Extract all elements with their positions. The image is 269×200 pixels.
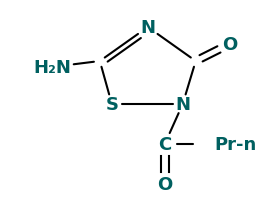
Text: C: C [158, 135, 171, 153]
Text: N: N [140, 19, 155, 37]
Text: H₂N: H₂N [33, 59, 71, 77]
Text: O: O [157, 175, 172, 193]
Text: Pr-n: Pr-n [215, 135, 257, 153]
Text: N: N [175, 96, 190, 113]
Text: S: S [105, 96, 118, 113]
Text: O: O [222, 36, 237, 54]
